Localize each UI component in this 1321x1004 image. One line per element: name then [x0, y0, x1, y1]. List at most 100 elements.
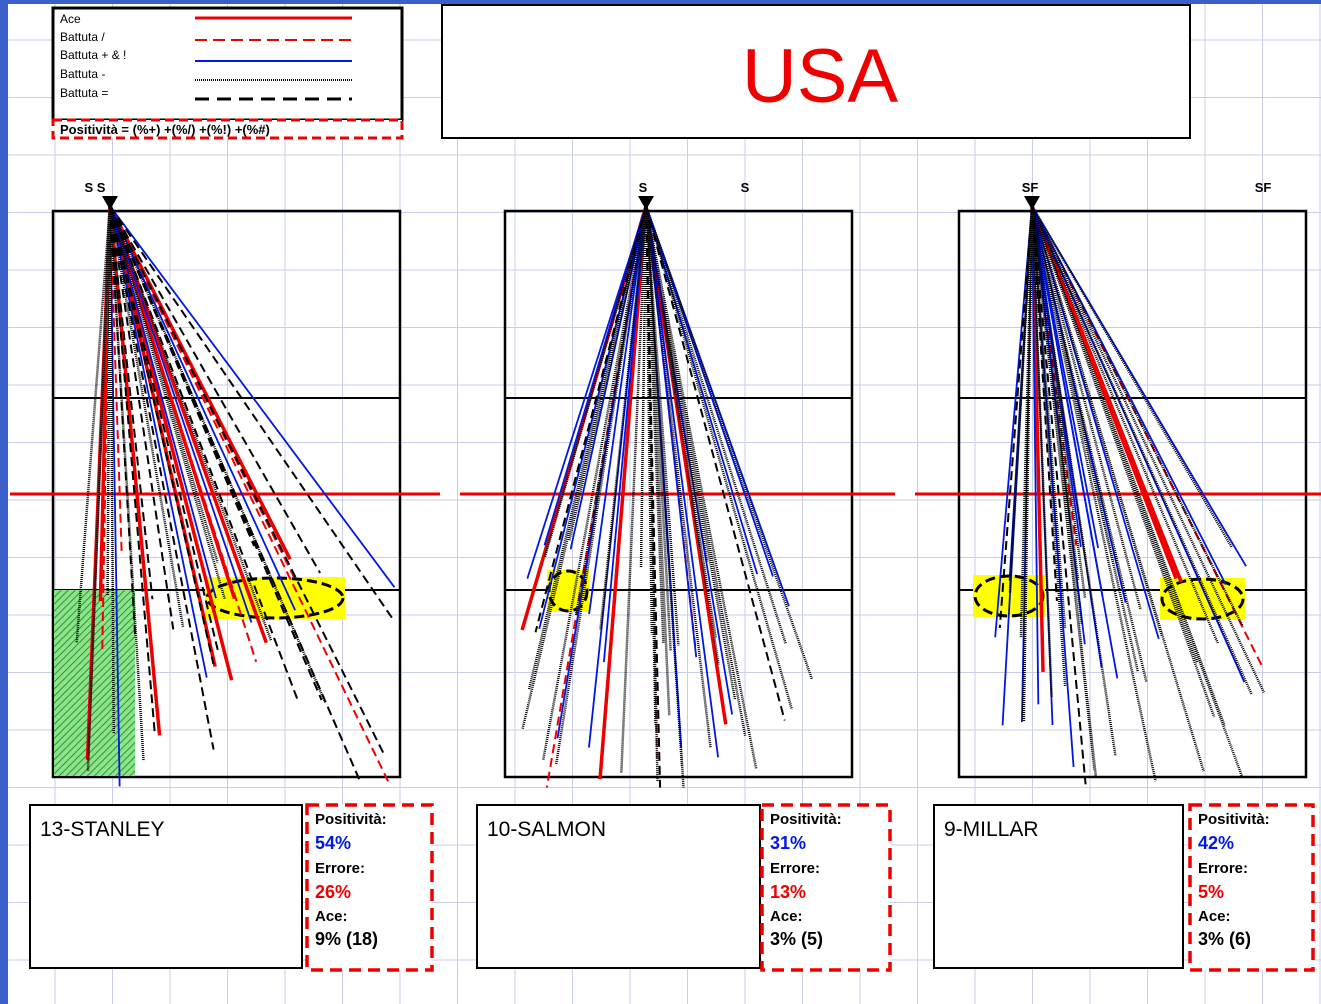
- courts: S S S S SF SF 13-STANLEY Positività: 54% Errore:…: [10, 180, 1321, 972]
- serve-trajectory: [588, 205, 647, 615]
- serve-trajectory: [527, 205, 648, 691]
- top-edge: [0, 0, 1321, 4]
- stat: Positività:: [315, 811, 387, 828]
- serve-trajectory: [1030, 205, 1254, 696]
- stat: Ace:: [315, 908, 348, 925]
- highlight-ring: [973, 574, 1045, 618]
- stat: Errore:: [315, 860, 365, 877]
- serve-trajectory: [645, 205, 698, 658]
- stat: 5%: [1198, 882, 1224, 902]
- stat: 9% (18): [315, 929, 378, 949]
- highlight-ring: [1160, 577, 1245, 621]
- legend-item: Battuta =: [60, 86, 108, 100]
- player-name: 9-MILLAR: [944, 818, 1039, 841]
- serve-trajectory: [645, 205, 734, 715]
- serve-trajectory: [108, 205, 273, 641]
- formula-box: [51, 118, 404, 140]
- legend: Ace Battuta / Battuta + & ! Battuta - Ba…: [60, 12, 126, 100]
- serve-trajectory: [644, 205, 712, 748]
- server-label: S S: [85, 180, 106, 195]
- serve-trajectory: [644, 205, 672, 652]
- serve-trajectory: [645, 205, 774, 577]
- serve-trajectory: [109, 205, 154, 600]
- serve-trajectory: [109, 205, 300, 703]
- player-box: [933, 804, 1184, 969]
- serve-trajectory: [644, 205, 758, 769]
- server-arrow: [102, 196, 118, 210]
- stat: 3% (5): [770, 929, 823, 949]
- serve-trajectory: [109, 205, 323, 701]
- serve-trajectory: [109, 205, 219, 651]
- serve-trajectory: [1030, 205, 1205, 772]
- serve-trajectory: [620, 205, 648, 773]
- serve-trajectory: [1030, 205, 1096, 771]
- serve-trajectory: [1030, 205, 1148, 683]
- serve-trajectory: [1009, 205, 1034, 576]
- serve-trajectory: [86, 205, 112, 772]
- server-arrow: [1024, 196, 1040, 210]
- serve-trajectory: [1021, 205, 1034, 718]
- stat: Errore:: [770, 860, 820, 877]
- serve-trajectory: [1030, 205, 1226, 727]
- serve-trajectory: [108, 205, 234, 681]
- serve-trajectory: [1031, 205, 1075, 767]
- legend-item: Battuta + & !: [60, 48, 126, 62]
- serve-trajectory: [1030, 205, 1115, 562]
- serve-trajectory: [574, 205, 648, 617]
- left-edge: [0, 0, 8, 1004]
- serve-trajectory: [1030, 205, 1183, 583]
- serve-trajectory: [644, 205, 717, 639]
- serve-trajectory: [109, 205, 296, 611]
- stat: Ace:: [770, 908, 803, 925]
- stats-box: [1188, 803, 1315, 972]
- serve-trajectory: [1031, 205, 1087, 785]
- serve-trajectory: [109, 205, 253, 623]
- title: USA: [742, 34, 899, 119]
- serve-trajectory: [534, 205, 647, 633]
- serve-trajectory: [645, 205, 759, 575]
- server-arrow: [638, 196, 654, 210]
- server-label: S: [639, 180, 648, 195]
- serve-trajectory: [1030, 205, 1067, 687]
- serve-trajectory: [108, 205, 292, 560]
- serve-trajectory: [645, 205, 786, 721]
- serve-trajectory: [109, 205, 258, 663]
- stat: 54%: [315, 833, 351, 853]
- serve-trajectory: [556, 205, 647, 739]
- serve-trajectory: [1031, 205, 1127, 603]
- player-box: [476, 804, 761, 969]
- serve-trajectory: [543, 205, 647, 546]
- serve-trajectory: [639, 205, 648, 568]
- serve-trajectory: [106, 205, 112, 596]
- serve-trajectory: [108, 205, 268, 644]
- server-label: SF: [1022, 180, 1039, 195]
- stat: 42%: [1198, 833, 1234, 853]
- title-box: [441, 4, 1191, 139]
- serve-trajectory: [109, 205, 208, 678]
- legend-box: [51, 6, 404, 122]
- legend-item: Battuta /: [60, 30, 105, 44]
- serve-trajectory: [526, 205, 647, 579]
- serve-trajectory: [543, 205, 648, 558]
- formula: Positività = (%+) +(%/) +(%!) +(%#): [60, 122, 270, 137]
- serve-trajectory: [1030, 205, 1244, 627]
- stat: Positività:: [1198, 811, 1270, 828]
- stat: 31%: [770, 833, 806, 853]
- stat: Positività:: [770, 811, 842, 828]
- serve-trajectory: [109, 205, 396, 588]
- serve-trajectory: [109, 205, 217, 599]
- serve-trajectory: [644, 205, 813, 680]
- stats-box: [760, 803, 892, 972]
- stat: 13%: [770, 882, 806, 902]
- serve-trajectory: [108, 205, 219, 563]
- serve-trajectory: [554, 205, 648, 765]
- stat: 3% (6): [1198, 929, 1251, 949]
- player-box: [29, 804, 303, 969]
- serve-trajectory: [109, 205, 390, 783]
- serve-trajectory: [1031, 205, 1058, 601]
- stat: 26%: [315, 882, 351, 902]
- legend-item: Ace: [60, 12, 81, 26]
- serve-trajectory: [109, 205, 256, 547]
- server-label: SF: [1255, 180, 1272, 195]
